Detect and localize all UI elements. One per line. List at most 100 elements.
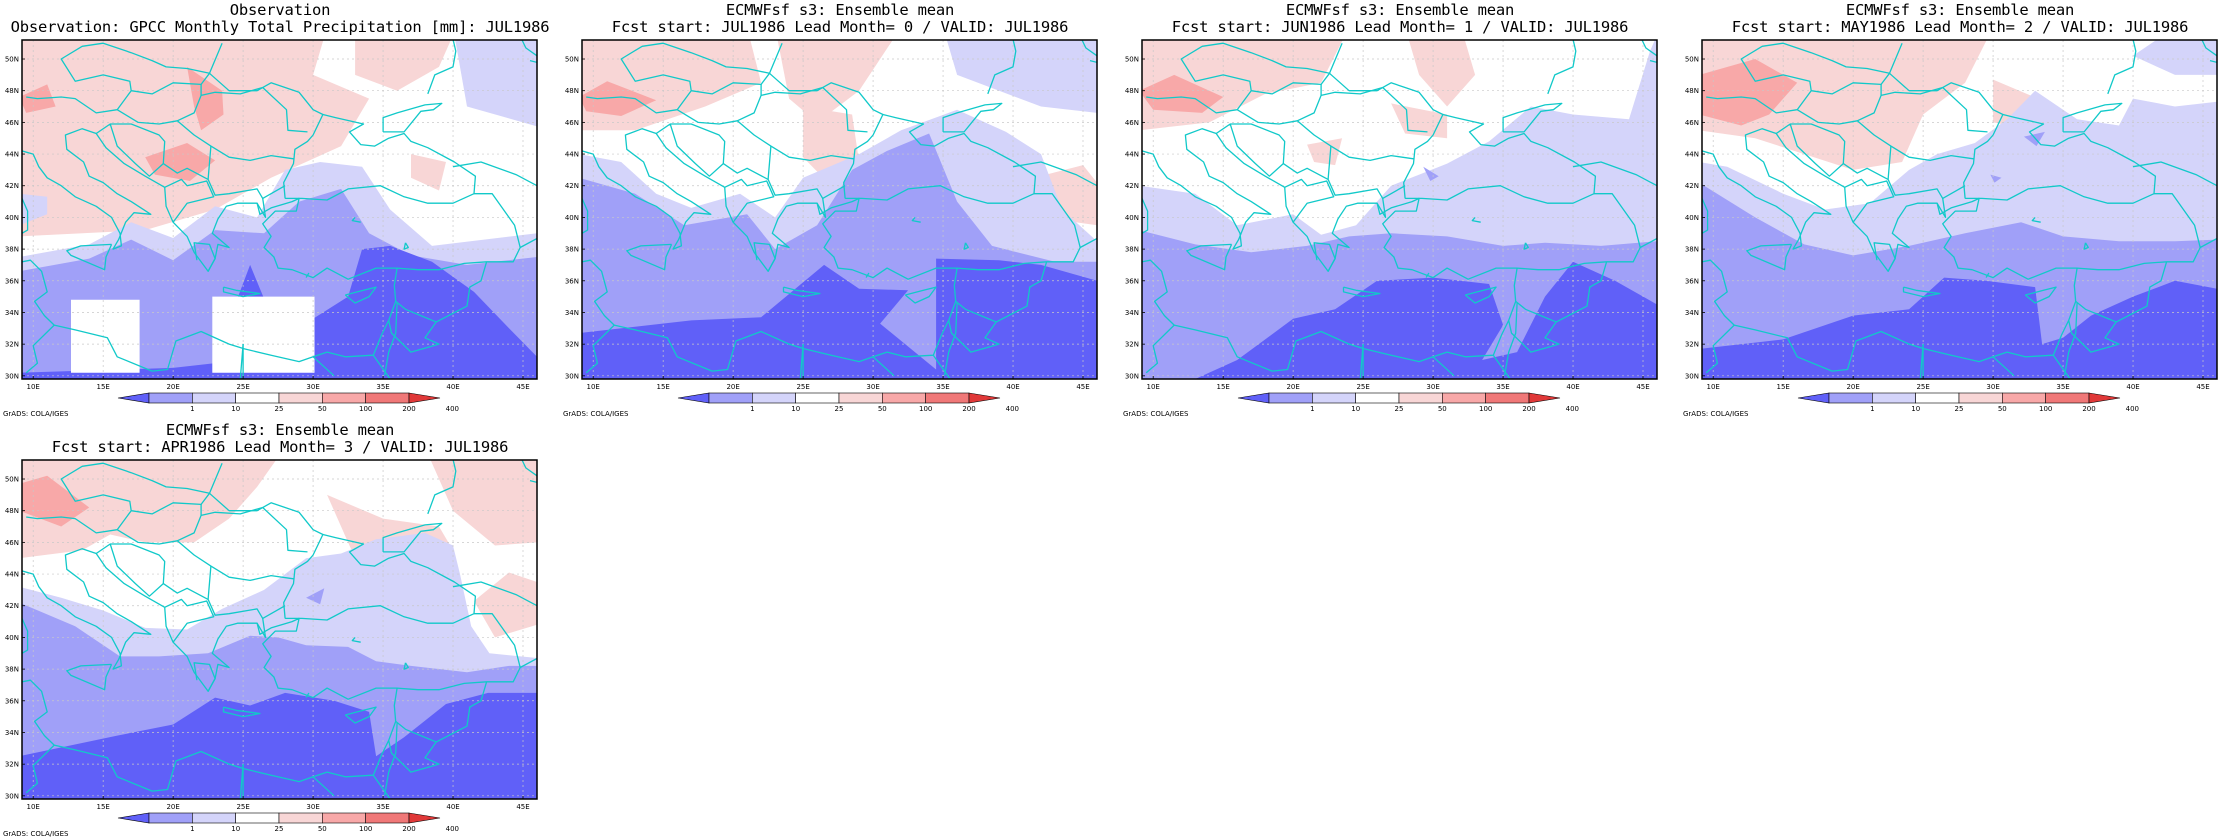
lon-tick-label: 30E [306, 803, 319, 811]
colorbar-segment [365, 812, 410, 824]
lon-tick-label: 15E [1776, 383, 1789, 391]
colorbar-label: 400 [446, 405, 459, 413]
lon-tick-label: 10E [27, 803, 40, 811]
lat-tick-label: 46N [5, 539, 19, 547]
map-panel-lead-0: 30N 32N 34N 36N 38N 40N 42N 44N 46N 48N 50N 10E 15E 2… [560, 0, 1120, 420]
colorbar-label: 400 [1566, 405, 1579, 413]
lat-tick-label: 44N [1685, 151, 1699, 159]
panel-title: Observation Observation: GPCC Monthly To… [0, 2, 560, 36]
colorbar-label: 100 [2039, 405, 2052, 413]
colorbar-segment [1268, 392, 1313, 404]
coastlines [22, 460, 537, 799]
colorbar-segment [278, 392, 323, 404]
lat-tick-label: 48N [1125, 87, 1139, 95]
lon-tick-label: 40E [446, 383, 459, 391]
shaded-region [430, 460, 537, 546]
lon-tick-label: 25E [236, 803, 249, 811]
colorbar-segment [708, 392, 753, 404]
colorbar: 1 10 25 50 100 200 400 [117, 392, 459, 413]
panel-title-line2: Observation: GPCC Monthly Total Precipit… [10, 18, 550, 36]
colorbar-segment [408, 392, 441, 404]
lat-tick-label: 50N [1125, 56, 1139, 64]
panel-title: ECMWFsf s3: Ensemble mean Fcst start: JU… [1120, 2, 1680, 36]
shaded-field [22, 40, 537, 379]
shaded-region [1307, 138, 1343, 166]
colorbar-segment [365, 392, 410, 404]
lat-tick-label: 32N [1685, 341, 1699, 349]
grads-credit: GrADS: COLA/IGES [563, 410, 629, 418]
lat-tick-label: 46N [565, 119, 579, 127]
lon-tick-label: 35E [936, 383, 949, 391]
shaded-region [212, 296, 315, 373]
lat-tick-label: 36N [1685, 277, 1699, 285]
panel-title-line1: ECMWFsf s3: Ensemble mean [165, 421, 395, 439]
colorbar-segment [192, 812, 236, 824]
grads-credit: GrADS: COLA/IGES [3, 410, 69, 418]
lon-tick-label: 35E [1496, 383, 1509, 391]
colorbar-segment [235, 812, 280, 824]
colorbar-label: 25 [1395, 405, 1404, 413]
panel-title-line2: Fcst start: MAY1986 Lead Month= 2 / VALI… [1731, 18, 2189, 36]
colorbar-label: 10 [231, 825, 240, 833]
lon-tick-label: 30E [866, 383, 879, 391]
colorbar-label: 100 [359, 405, 372, 413]
colorbar-segment [1398, 392, 1443, 404]
lon-tick-label: 45E [1636, 383, 1649, 391]
shaded-field [582, 40, 1097, 379]
colorbar-segment [795, 392, 840, 404]
colorbar-label: 50 [1438, 405, 1447, 413]
colorbar-segment [278, 812, 323, 824]
shaded-region [946, 40, 1097, 113]
colorbar-label: 10 [1911, 405, 1920, 413]
colorbar-label: 400 [446, 825, 459, 833]
colorbar-segment [925, 392, 970, 404]
lat-tick-label: 46N [1125, 119, 1139, 127]
lat-tick-label: 30N [5, 372, 19, 380]
panel-title-line2: Fcst start: JUL1986 Lead Month= 0 / VALI… [611, 18, 1069, 36]
panel-title-line2: Fcst start: JUN1986 Lead Month= 1 / VALI… [1171, 18, 1629, 36]
shaded-region [71, 299, 140, 373]
colorbar-label: 10 [791, 405, 800, 413]
coastlines [22, 40, 537, 379]
shaded-region [145, 143, 216, 181]
shaded-region [777, 40, 893, 123]
colorbar: 1 10 25 50 100 200 400 [677, 392, 1019, 413]
lon-tick-label: 30E [306, 383, 319, 391]
colorbar-segment [1485, 392, 1530, 404]
lon-tick-label: 45E [1076, 383, 1089, 391]
shaded-region [306, 588, 325, 605]
colorbar-segment [752, 392, 796, 404]
lat-tick-label: 32N [5, 761, 19, 769]
lon-tick-label: 35E [376, 803, 389, 811]
shaded-region [22, 475, 90, 527]
panel-title: ECMWFsf s3: Ensemble mean Fcst start: JU… [560, 2, 1120, 36]
panel-title-line1: ECMWFsf s3: Ensemble mean [1845, 1, 2075, 19]
lon-tick-label: 20E [166, 383, 179, 391]
colorbar-segment [322, 392, 366, 404]
lon-tick-label: 10E [1707, 383, 1720, 391]
lat-tick-label: 32N [1125, 341, 1139, 349]
lat-tick-label: 36N [5, 697, 19, 705]
lon-tick-label: 30E [1426, 383, 1439, 391]
panel-title-line2: Fcst start: APR1986 Lead Month= 3 / VALI… [51, 438, 509, 456]
colorbar-segment [1797, 392, 1830, 404]
lat-tick-label: 34N [1125, 309, 1139, 317]
shaded-region [582, 81, 657, 116]
lat-tick-label: 38N [1125, 246, 1139, 254]
colorbar: 1 10 25 50 100 200 400 [1237, 392, 1579, 413]
colorbar-segment [1442, 392, 1486, 404]
lat-tick-label: 38N [5, 666, 19, 674]
lat-tick-label: 48N [1685, 87, 1699, 95]
colorbar-segment [677, 392, 710, 404]
shaded-region [355, 40, 451, 91]
map-panel-lead-1: 30N 32N 34N 36N 38N 40N 42N 44N 46N 48N 50N 10E 15E 2… [1120, 0, 1680, 420]
colorbar-label: 1 [190, 825, 194, 833]
lon-tick-label: 15E [96, 383, 109, 391]
shaded-region [455, 40, 537, 127]
map-panel-observation: 30N 32N 34N 36N 38N 40N 42N 44N 46N 48N 50N 10E 15E 2… [0, 0, 560, 420]
lon-tick-label: 15E [1216, 383, 1229, 391]
grads-credit: GrADS: COLA/IGES [3, 830, 69, 838]
lon-tick-label: 45E [516, 383, 529, 391]
shaded-region [22, 194, 48, 225]
colorbar-label: 25 [835, 405, 844, 413]
